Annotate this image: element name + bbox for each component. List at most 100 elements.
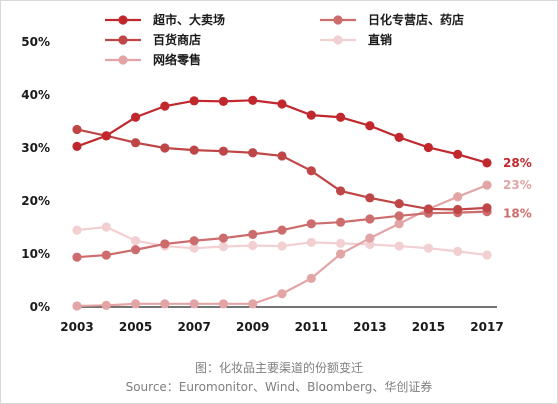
data-point <box>101 131 111 141</box>
data-point <box>130 236 141 246</box>
data-point <box>306 273 316 283</box>
data-point <box>394 211 404 221</box>
data-point <box>218 146 229 156</box>
figure-caption: 图：化妆品主要渠道的份额变迁 <box>194 361 363 375</box>
legend-swatch-marker <box>118 15 128 25</box>
legend-item: 直销 <box>320 32 392 47</box>
data-point <box>277 241 287 251</box>
legend-swatch-marker <box>118 55 128 65</box>
x-tick-label: 2011 <box>295 320 328 334</box>
data-point <box>218 299 229 309</box>
legend-label: 网络零售 <box>153 52 201 67</box>
data-point <box>394 199 404 209</box>
data-point <box>394 132 404 142</box>
data-point <box>189 243 199 253</box>
legend-swatch-marker <box>333 35 343 45</box>
legend-swatch-marker <box>333 15 343 25</box>
data-point <box>277 151 287 161</box>
data-point <box>365 214 375 224</box>
data-point <box>189 96 199 106</box>
data-point <box>453 192 463 202</box>
y-tick-label: 50% <box>21 35 50 49</box>
axes: 0% 10% 20% 30% 40% 50% 2003 2005 2007 2009 2011 201… <box>21 35 503 334</box>
series-0: 28% <box>72 95 532 170</box>
x-tick-label: 2015 <box>412 320 445 334</box>
data-point <box>130 245 141 255</box>
data-point <box>72 301 82 311</box>
data-point <box>72 252 82 262</box>
data-point <box>335 238 346 248</box>
data-point <box>72 124 82 135</box>
data-point <box>365 193 375 203</box>
data-point <box>482 250 492 260</box>
legend-label: 日化专营店、药店 <box>368 12 464 27</box>
data-point <box>335 186 346 196</box>
legend-item: 百货商店 <box>105 32 201 47</box>
data-point <box>218 233 229 243</box>
data-point <box>453 204 463 215</box>
data-point <box>130 138 141 148</box>
data-point <box>335 217 346 227</box>
data-point <box>189 145 199 155</box>
data-point <box>335 249 346 259</box>
data-point <box>482 203 492 213</box>
x-tick-label: 2005 <box>119 320 152 334</box>
legend-label: 百货商店 <box>153 32 201 47</box>
y-tick-label: 20% <box>21 194 50 208</box>
series-2 <box>72 124 492 215</box>
data-point <box>101 222 111 232</box>
data-point <box>189 299 199 309</box>
data-point <box>160 101 170 111</box>
data-point <box>365 121 375 131</box>
x-tick-label: 2007 <box>177 320 210 334</box>
data-point <box>277 225 287 235</box>
y-tick-label: 10% <box>21 247 50 261</box>
source-note: Source：Euromonitor、Wind、Bloomberg、华创证券 <box>125 380 433 394</box>
data-point <box>306 166 316 176</box>
data-point <box>101 300 111 311</box>
x-tick-label: 2003 <box>60 320 93 334</box>
data-point <box>248 240 258 251</box>
data-point <box>130 299 141 309</box>
data-point <box>423 204 434 214</box>
series-layer: 23% 18% 28% <box>72 95 532 311</box>
y-tick-label: 40% <box>21 88 50 102</box>
series-3 <box>72 222 492 260</box>
data-point <box>423 243 434 253</box>
legend-label: 直销 <box>368 32 392 47</box>
data-point <box>277 289 287 299</box>
data-point <box>394 241 404 251</box>
data-point <box>160 239 170 249</box>
legend-item: 日化专营店、药店 <box>320 12 464 27</box>
data-point <box>130 112 141 122</box>
y-tick-label: 30% <box>21 141 50 155</box>
data-point <box>248 148 258 158</box>
data-point <box>365 239 375 250</box>
legend-item: 超市、大卖场 <box>105 12 225 27</box>
data-point <box>160 143 170 153</box>
y-tick-label: 0% <box>30 300 50 314</box>
data-point <box>218 96 229 106</box>
data-point <box>423 142 434 153</box>
data-point <box>248 95 258 105</box>
data-point <box>248 299 258 309</box>
data-point <box>72 141 82 152</box>
data-point <box>335 112 346 122</box>
data-point <box>160 299 170 309</box>
data-point <box>248 229 258 239</box>
x-tick-label: 2017 <box>470 320 503 334</box>
data-point <box>453 149 463 159</box>
data-point <box>306 110 316 120</box>
data-point <box>277 99 287 109</box>
data-point <box>72 225 82 235</box>
end-value-label: 28% <box>503 156 532 170</box>
data-point <box>482 180 492 190</box>
legend-item: 网络零售 <box>105 52 201 67</box>
series-1: 18% <box>72 207 532 262</box>
legend-label: 超市、大卖场 <box>152 12 225 27</box>
data-point <box>482 158 492 168</box>
data-point <box>189 236 199 246</box>
